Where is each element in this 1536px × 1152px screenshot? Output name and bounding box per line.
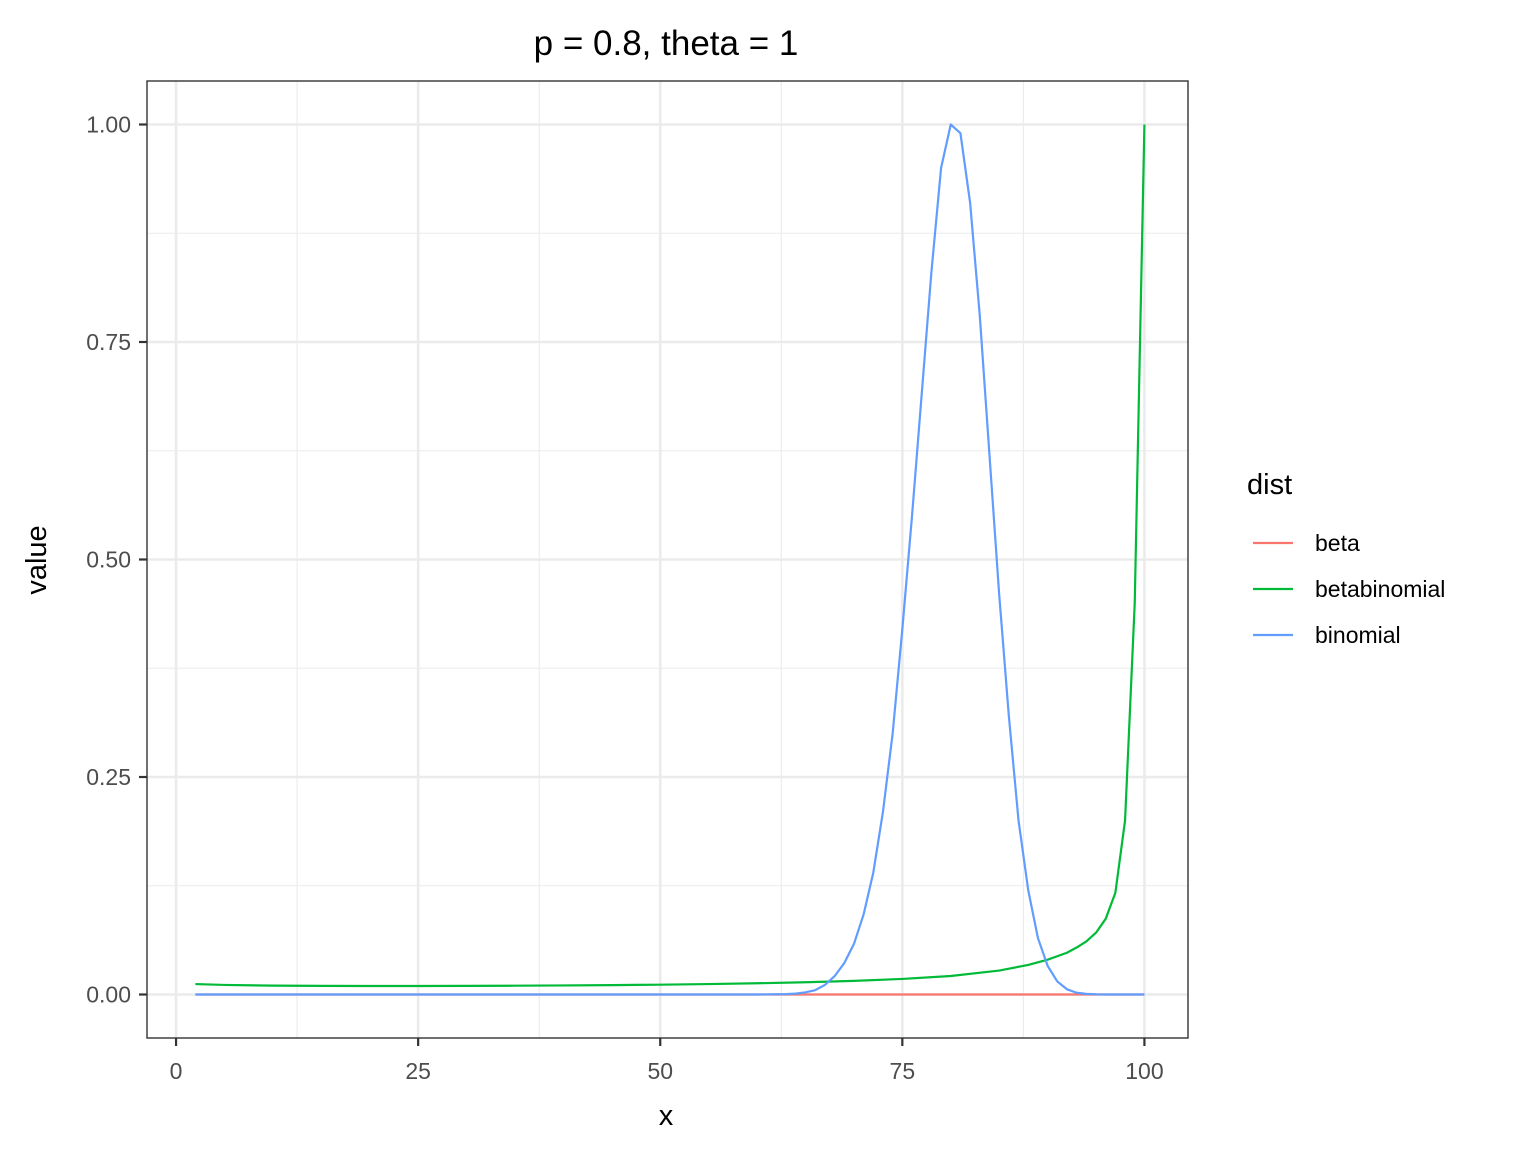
x-axis: 0 25 50 75 100 xyxy=(170,1038,1164,1084)
x-axis-title: x xyxy=(659,1100,674,1132)
y-tick-label: 0.00 xyxy=(86,982,131,1008)
y-tick-label: 0.50 xyxy=(86,547,131,573)
plot-panel xyxy=(146,80,1189,1039)
y-tick-label: 0.75 xyxy=(86,329,131,355)
series-line-binomial xyxy=(195,123,1145,996)
legend-label-binomial: binomial xyxy=(1315,622,1401,648)
x-tick-label: 0 xyxy=(170,1058,183,1084)
x-tick-label: 75 xyxy=(890,1058,916,1084)
legend-label-betabinomial: betabinomial xyxy=(1315,576,1445,602)
legend-title: dist xyxy=(1247,469,1292,501)
series-line-betabinomial xyxy=(195,124,1146,988)
y-tick-label: 0.25 xyxy=(86,764,131,790)
legend: dist beta betabinomial binomial xyxy=(1247,469,1445,648)
x-tick-label: 100 xyxy=(1125,1058,1163,1084)
x-tick-label: 50 xyxy=(647,1058,673,1084)
y-axis: 0.00 0.25 0.50 0.75 1.00 xyxy=(86,112,147,1008)
plot-title: p = 0.8, theta = 1 xyxy=(534,24,799,63)
x-tick-label: 25 xyxy=(405,1058,431,1084)
y-axis-title: value xyxy=(21,525,53,594)
series-layer xyxy=(195,123,1146,996)
y-tick-label: 1.00 xyxy=(86,112,131,138)
legend-label-beta: beta xyxy=(1315,530,1360,556)
legend-items: beta betabinomial binomial xyxy=(1253,530,1445,648)
